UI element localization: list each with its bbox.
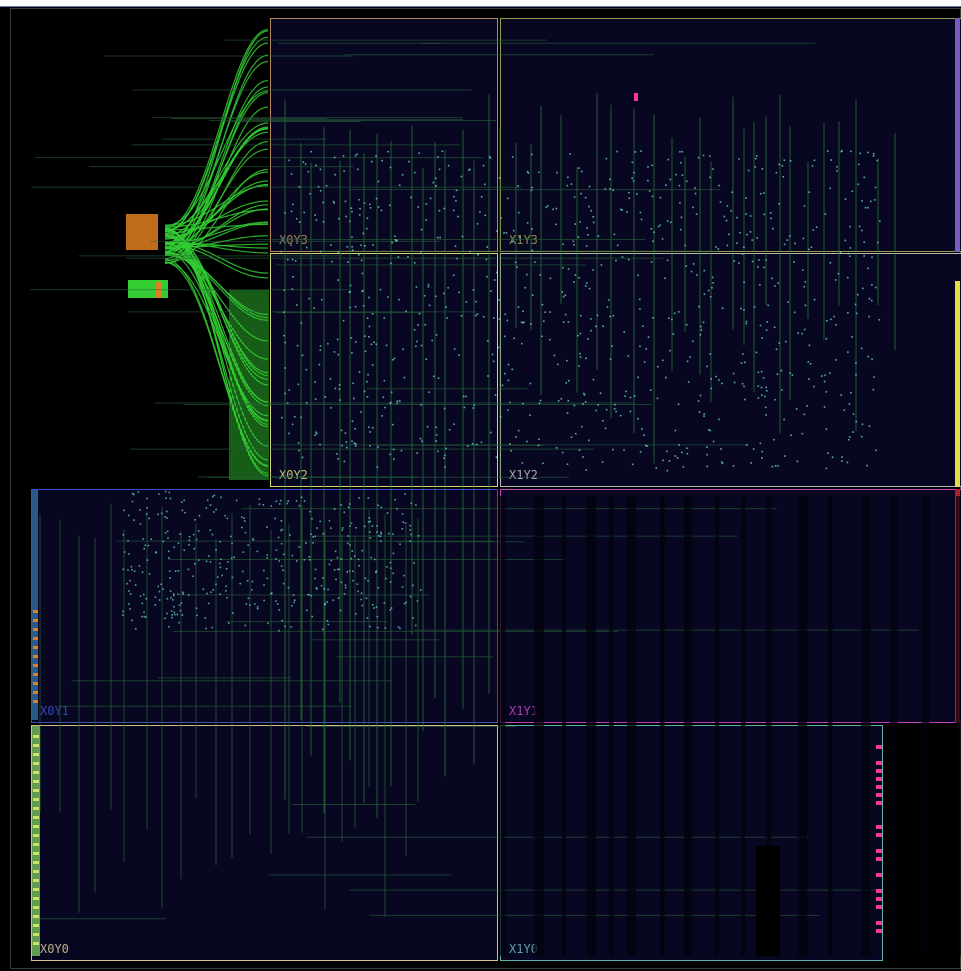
clock-region-label: X0Y1 [40, 704, 69, 718]
clock-region-label: X1Y2 [509, 468, 538, 482]
clock-region-label: X1Y0 [509, 942, 538, 956]
clock-region-x1y2[interactable]: X1Y2 [500, 253, 961, 487]
clock-region-label: X0Y0 [40, 942, 69, 956]
clock-region-label: X0Y3 [279, 233, 308, 247]
window-top-border [0, 0, 961, 7]
clock-region-x0y2[interactable]: X0Y2 [270, 253, 498, 487]
clock-region-x1y1[interactable]: X1Y1 [500, 489, 961, 723]
clock-region-label: X1Y3 [509, 233, 538, 247]
clock-spine-red [955, 489, 960, 723]
clock-region-x0y0[interactable]: X0Y0 [31, 725, 498, 961]
clock-region-label: X0Y2 [279, 468, 308, 482]
clock-spine-purple [955, 18, 960, 252]
clock-region-x0y1[interactable]: X0Y1 [31, 489, 498, 723]
clock-region-x0y3[interactable]: X0Y3 [270, 18, 498, 252]
clock-region-x1y0[interactable]: X1Y0 [500, 725, 883, 961]
clock-region-label: X1Y1 [509, 704, 538, 718]
clock-region-x1y3[interactable]: X1Y3 [500, 18, 961, 252]
device-canvas[interactable]: X0Y3 X1Y3 X0Y2 X1Y2 X0Y1 X1Y1 X0Y0 X1Y0 [10, 8, 961, 969]
clock-spine-yellow [955, 281, 960, 487]
